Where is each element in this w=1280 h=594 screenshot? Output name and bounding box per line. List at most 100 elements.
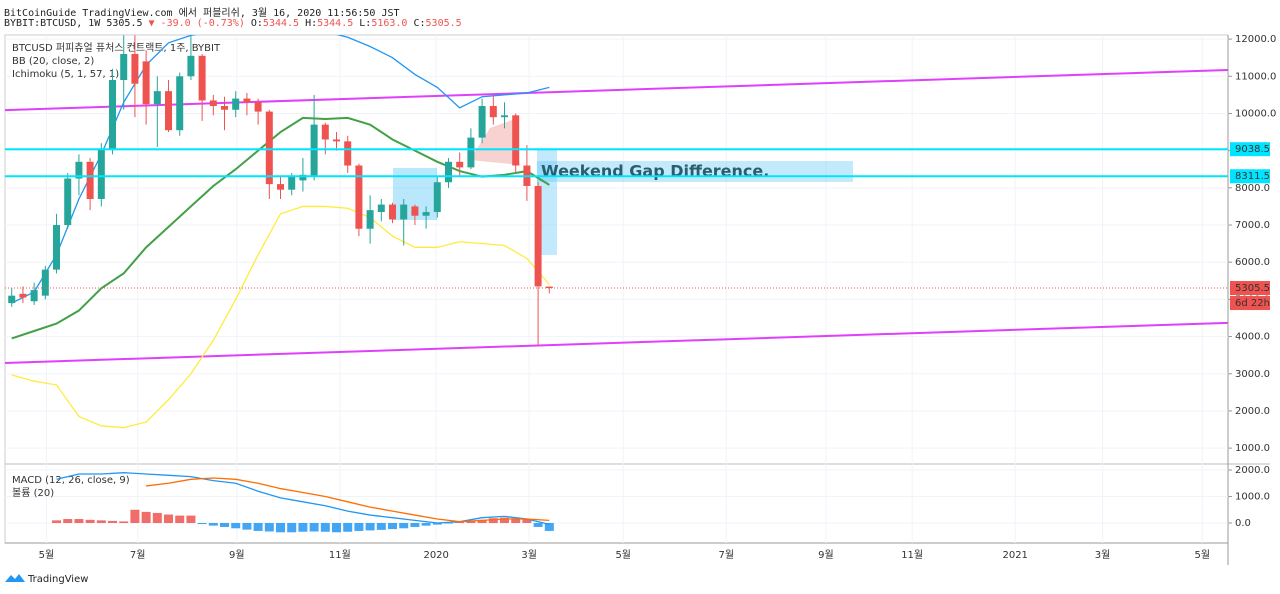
candle-body <box>433 182 441 213</box>
candle-body <box>288 176 296 190</box>
candle-body <box>8 295 16 304</box>
histogram-bar <box>365 523 375 531</box>
y-tick-label: 7000.0 <box>1235 220 1270 231</box>
candle-body <box>355 165 363 229</box>
histogram-bar <box>455 521 465 524</box>
brand-logo <box>5 574 25 582</box>
candle-body <box>411 206 419 216</box>
candle-body <box>254 102 262 112</box>
candle-body <box>389 204 397 220</box>
histogram-bar <box>432 523 442 525</box>
trend-line <box>5 321 1228 364</box>
x-tick-label: 3월 <box>1095 549 1111 561</box>
candle-body <box>209 100 217 107</box>
ohlc-value: 5344.5 <box>262 18 300 29</box>
candle-body <box>109 79 117 149</box>
x-tick-label: 9월 <box>229 549 245 561</box>
x-tick-label: 5월 <box>615 549 631 561</box>
macd-pane <box>52 472 554 533</box>
candle-body <box>344 141 352 166</box>
legend: MACD (12, 26, close, 9) <box>12 475 130 486</box>
candle-body <box>41 269 49 296</box>
candle-body <box>97 148 105 199</box>
bb-lower <box>11 205 550 429</box>
candle-body <box>232 98 240 110</box>
candle-body <box>299 174 307 181</box>
header-line: BitCoinGuide TradingView.com 에서 퍼블리쉬, 3월… <box>4 8 400 19</box>
histogram-bar <box>130 509 140 524</box>
candle-body <box>422 212 430 216</box>
x-tick-label: 9월 <box>818 549 834 561</box>
legend: BTCUSD 퍼피츄얼 퓨처스 컨트랙트, 1주, BYBIT <box>12 42 221 54</box>
histogram-bar <box>320 523 330 532</box>
y-tick-label: 4000.0 <box>1235 332 1270 343</box>
histogram-bar <box>354 523 364 531</box>
histogram-bar <box>63 519 73 524</box>
ohlc-label: C: <box>413 18 426 29</box>
annotation: Weekend Gap Difference. <box>541 162 769 181</box>
histogram-bar <box>477 519 487 524</box>
histogram-bar <box>466 520 476 524</box>
histogram-bar <box>175 515 185 524</box>
x-tick-label: 5월 <box>39 549 55 561</box>
quote-line: BYBIT:BTCUSD, 1W 5305.5 ▼ -39.0 (-0.73%)… <box>4 18 462 29</box>
histogram-bar <box>231 523 241 529</box>
y-tick-label: 8000.0 <box>1235 183 1270 194</box>
candle-body <box>165 91 173 131</box>
brand: TradingView <box>27 574 88 585</box>
ohlc-value: 5344.5 <box>317 18 354 29</box>
price-label-box <box>1230 169 1270 184</box>
candle-body <box>512 115 520 166</box>
histogram-bar <box>343 523 353 532</box>
y-tick-label: 2000.0 <box>1235 465 1270 476</box>
last-price: 5305.5 <box>106 18 143 29</box>
histogram-bar <box>164 514 174 524</box>
candle-body <box>445 161 453 183</box>
histogram-bar <box>152 512 162 524</box>
y-tick-label: 11000.0 <box>1235 71 1276 82</box>
candle-body <box>187 55 195 77</box>
candle-body <box>534 185 542 287</box>
y-tick-label: 10000.0 <box>1235 108 1276 119</box>
histogram-bar <box>74 519 84 524</box>
candle-body <box>333 139 341 142</box>
price-label: 8311.5 <box>1235 171 1270 182</box>
histogram-bar <box>399 523 409 529</box>
x-tick-label: 5월 <box>1194 549 1210 561</box>
histogram-bar <box>141 511 151 524</box>
x-tick-label: 11월 <box>901 549 923 561</box>
histogram-bar <box>119 521 129 524</box>
ichimoku-cloud <box>470 120 520 165</box>
ohlc: O:5344.5 H:5344.5 L:5163.0 C:5305.5 <box>251 18 462 29</box>
histogram-bar <box>488 518 498 524</box>
price-label: 9038.5 <box>1235 144 1270 155</box>
histogram-bar <box>220 523 230 527</box>
legend: Ichimoku (5, 1, 57, 1) <box>12 69 119 80</box>
price-label: 5305.5 <box>1235 283 1270 294</box>
histogram-bar <box>197 523 207 525</box>
histogram-bar <box>332 523 342 533</box>
change: ▼ -39.0 (-0.73%) <box>148 18 245 29</box>
candle-body <box>501 115 509 118</box>
candle-body <box>53 225 61 270</box>
candle-body <box>456 161 464 168</box>
candle-body <box>153 91 161 105</box>
candle-body <box>265 111 273 185</box>
candle-body <box>545 286 553 289</box>
y-tick-label: 3000.0 <box>1235 369 1270 380</box>
histogram-bar <box>500 517 510 524</box>
histogram-bar <box>242 523 252 530</box>
ohlc-label: H: <box>305 18 318 29</box>
histogram-bar <box>96 520 106 524</box>
legend: BB (20, close, 2) <box>12 56 94 67</box>
histogram-bar <box>421 523 431 526</box>
x-tick-label: 2021 <box>1002 550 1027 561</box>
histogram-bar <box>533 523 543 527</box>
ohlc-label: L: <box>359 18 372 29</box>
ohlc-label: O: <box>250 18 263 29</box>
signal-line <box>146 477 550 523</box>
candle-body <box>221 106 229 110</box>
histogram-bar <box>264 523 274 532</box>
histogram-bar <box>309 523 319 532</box>
